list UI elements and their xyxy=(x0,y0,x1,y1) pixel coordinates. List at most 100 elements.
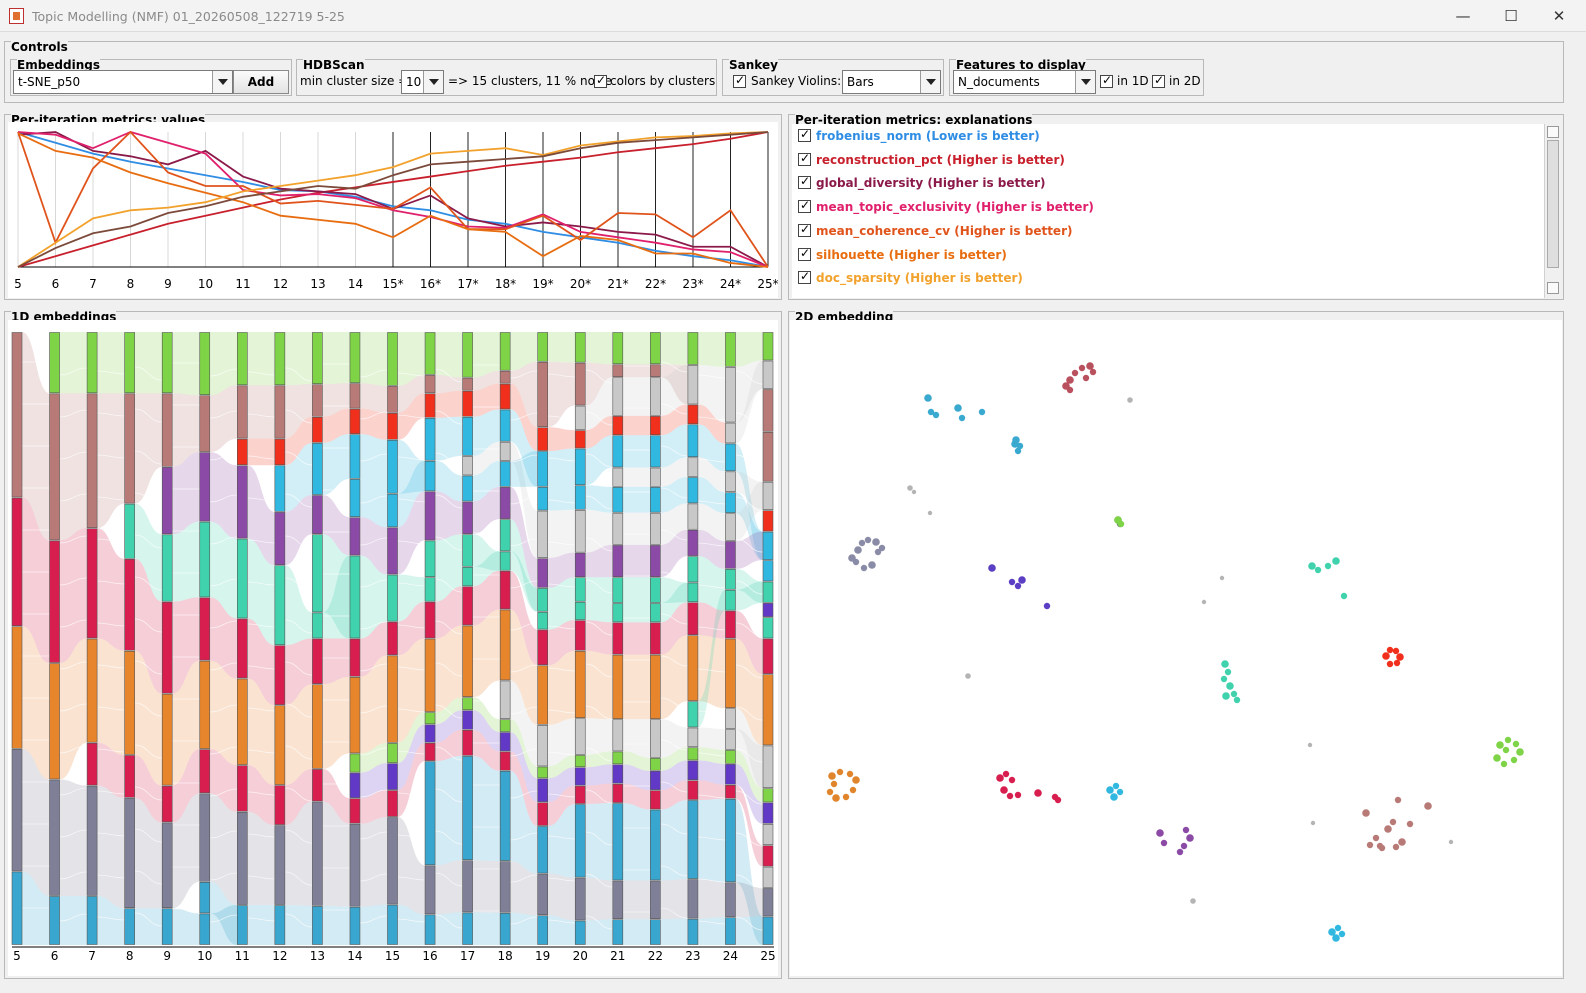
sankey-flow xyxy=(209,597,238,679)
scatter-point xyxy=(864,536,872,544)
sankey-bar-segment xyxy=(650,377,661,416)
sankey-bar-segment xyxy=(687,424,699,458)
sankey-flow-line xyxy=(397,540,426,545)
sankey-flow-line xyxy=(97,874,125,879)
sankey-flow xyxy=(97,742,125,798)
sankey-flow-line xyxy=(697,710,726,715)
metric-checkbox[interactable] xyxy=(798,127,811,142)
sankey-flow xyxy=(172,393,200,467)
sankey-bar-segment xyxy=(612,719,624,752)
metric-checkbox[interactable] xyxy=(798,246,811,261)
metric-checkbox[interactable] xyxy=(798,222,811,237)
sankey-bar-segment xyxy=(312,384,323,417)
sankey-bar-segment xyxy=(499,751,511,771)
sankey-flow xyxy=(697,424,726,472)
sankey-flow-line xyxy=(284,451,313,466)
metric-checkbox[interactable] xyxy=(798,151,811,166)
scroll-up-icon[interactable] xyxy=(1547,126,1559,138)
sankey-bar-segment xyxy=(424,577,436,602)
metric-checkbox[interactable] xyxy=(798,269,811,285)
sankey-flow-line xyxy=(247,371,275,376)
sankey-bar-segment xyxy=(86,393,98,528)
sankey-flow-line xyxy=(660,823,688,835)
sankey-bar-segment xyxy=(199,395,211,452)
sankey-flow xyxy=(735,882,763,918)
colors-by-clusters-checkbox[interactable] xyxy=(594,73,607,88)
sankey-bar-segment xyxy=(537,629,549,666)
sankey-flow-line xyxy=(59,493,88,502)
scatter-point xyxy=(1086,362,1094,370)
scatter-point xyxy=(1406,820,1414,828)
sankey-bar-segment xyxy=(762,332,774,361)
sankey-bar-segment xyxy=(49,393,60,541)
sankey-flow-line xyxy=(510,874,538,883)
sankey-label: Sankey xyxy=(751,74,795,88)
sankey-flow-line xyxy=(134,660,163,675)
features-select[interactable]: N_documents xyxy=(953,70,1096,94)
sankey-group: Sankey Sankey Violins: Bars xyxy=(722,59,944,96)
sankey-bar-segment xyxy=(274,905,286,945)
minimize-button[interactable]: — xyxy=(1455,7,1471,25)
scatter-point xyxy=(868,561,876,569)
scroll-thumb[interactable] xyxy=(1547,140,1559,268)
x-tick-label: 6 xyxy=(51,949,59,963)
sankey-flow xyxy=(359,904,388,945)
close-button[interactable]: ✕ xyxy=(1552,7,1566,25)
x-tick-label: 24 xyxy=(723,949,738,963)
sankey-checkbox[interactable] xyxy=(733,73,746,88)
scatter-point xyxy=(1071,369,1079,377)
scroll-down-icon[interactable] xyxy=(1547,282,1559,294)
sankey-flow xyxy=(660,719,688,758)
sankey-bar-segment xyxy=(499,370,511,384)
sankey-flow xyxy=(510,361,538,428)
embeddings-select[interactable]: t-SNE_p50 xyxy=(13,70,233,94)
sankey-bar-segment xyxy=(312,612,323,639)
sankey-bar-segment xyxy=(650,512,661,545)
sankey-bar-segment xyxy=(124,332,135,394)
sankey-bar-segment xyxy=(650,770,661,790)
sankey-flow xyxy=(697,798,726,883)
sankey-flow xyxy=(472,441,501,476)
sankey-flow xyxy=(284,638,313,706)
sankey-bar-segment xyxy=(499,912,511,945)
sankey-bar-segment xyxy=(650,880,661,919)
sankey-flow xyxy=(172,749,200,823)
sankey-flow xyxy=(172,521,200,602)
sankey-flow xyxy=(359,478,388,528)
violins-select[interactable]: Bars xyxy=(842,70,941,94)
sankey-flow-line xyxy=(284,829,313,844)
sankey-flow-line xyxy=(660,613,688,625)
scatter-point xyxy=(1182,826,1190,834)
scatter-point xyxy=(1180,842,1188,850)
sankey-bar-segment xyxy=(462,860,473,913)
sankey-bar-segment xyxy=(725,422,736,444)
sankey-flow-line xyxy=(585,663,613,678)
min-cluster-select[interactable]: 10 xyxy=(401,70,444,94)
sankey-bar-segment xyxy=(537,915,549,945)
metric-checkbox[interactable] xyxy=(798,198,811,214)
sankey-flow xyxy=(660,503,688,545)
sankey-flow-line xyxy=(435,536,463,551)
in-2d-checkbox[interactable] xyxy=(1152,73,1165,88)
sankey-bar-segment xyxy=(687,747,699,761)
explanations-scrollbar[interactable] xyxy=(1544,124,1560,298)
sankey-flow-line xyxy=(735,370,764,385)
metric-checkbox[interactable] xyxy=(798,174,811,190)
sankey-bar-segment xyxy=(462,586,473,626)
sankey-bar-segment xyxy=(725,443,736,472)
sankey-flow-line xyxy=(697,416,726,421)
sankey-flow-line xyxy=(97,538,125,543)
x-tick-label: 21 xyxy=(610,949,625,963)
sankey-bar-segment xyxy=(312,769,323,802)
sankey-flow-line xyxy=(585,495,613,510)
maximize-button[interactable]: ☐ xyxy=(1504,7,1518,25)
sankey-bar-segment xyxy=(725,917,736,945)
sankey-flow-line xyxy=(510,580,538,589)
in-1d-checkbox[interactable] xyxy=(1100,73,1113,88)
sankey-flow-line xyxy=(510,454,538,463)
sankey-bar-segment xyxy=(725,610,736,639)
sankey-bar-segment xyxy=(612,487,624,513)
add-button[interactable]: Add xyxy=(233,70,289,94)
sankey-bar-segment xyxy=(612,435,624,468)
sankey-flow-line xyxy=(697,836,726,841)
